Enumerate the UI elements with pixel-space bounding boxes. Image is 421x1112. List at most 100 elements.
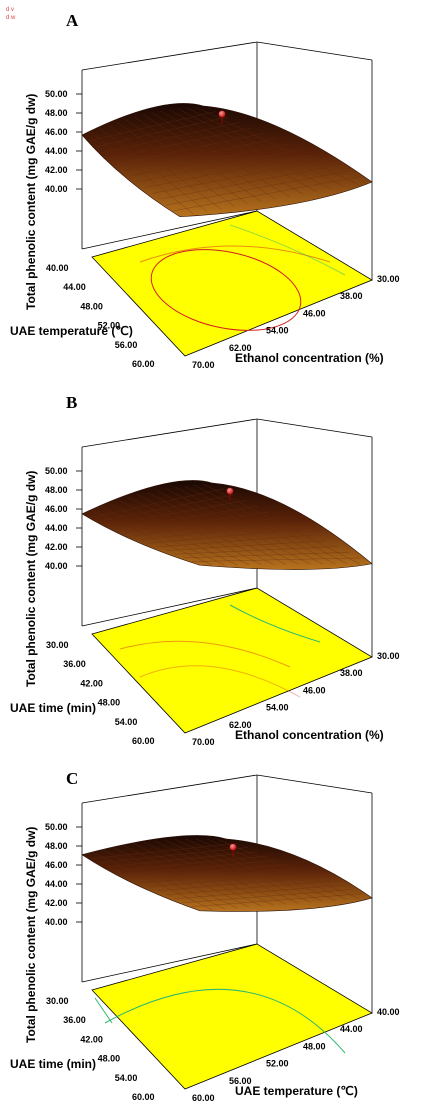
mesh-line: [172, 176, 361, 212]
x2-tick-label: 60.00: [192, 1093, 215, 1103]
z-axis-title: Total phenolic content (mg GAE/g dw): [24, 471, 38, 687]
mesh-line: [184, 485, 336, 565]
contour-line: [229, 224, 346, 276]
mesh-line: [132, 517, 281, 537]
mesh-line: [151, 112, 290, 198]
mesh-line: [151, 160, 324, 194]
mesh-line: [183, 552, 350, 559]
x2-tick-label: 70.00: [192, 737, 215, 747]
right-top-edge: [256, 418, 373, 438]
mesh-line: [175, 839, 311, 903]
mesh-line: [98, 494, 236, 522]
mesh-line: [158, 165, 336, 200]
back-bottom-edge: [81, 943, 258, 983]
x2-tick-label: 54.00: [266, 703, 289, 713]
mesh-line: [165, 170, 349, 206]
z-tick-label: 42.00: [45, 165, 68, 175]
mesh-line: [123, 845, 250, 908]
mesh-line: [216, 838, 360, 899]
response-surface: [81, 480, 373, 570]
mesh-line: [115, 855, 269, 871]
x1-tick-label: 48.00: [98, 1054, 121, 1064]
contour-line: [150, 249, 302, 331]
x1-tick-label: 54.00: [115, 717, 138, 727]
panel-a: A 50.00 48.00 46.00 44.00 42.00 40.00 Total phe…: [10, 11, 400, 370]
mesh-line: [142, 114, 277, 200]
x2-tick-label: 38.00: [340, 668, 363, 678]
back-bottom-edge: [81, 210, 258, 250]
mesh-line: [107, 124, 222, 210]
x2-tick-label: 44.00: [340, 1024, 363, 1034]
z-axis-title: Total phenolic content (mg GAE/g dw): [24, 827, 38, 1043]
z-tick-label: 44.00: [45, 146, 68, 156]
mesh-line: [185, 838, 323, 902]
mesh-line: [164, 839, 299, 904]
x2-tick-label: 52.00: [266, 1059, 289, 1069]
mesh-line: [183, 889, 352, 903]
x2-tick-label: 46.00: [303, 685, 326, 695]
mesh-line: [195, 838, 336, 901]
mesh-line: [116, 133, 264, 165]
max-point-marker: [229, 843, 237, 851]
mesh-line: [160, 110, 304, 195]
mesh-line: [186, 107, 345, 188]
x2-tick-label: 30.00: [377, 274, 400, 284]
z-tick-label: 46.00: [45, 127, 68, 137]
legend-line-2: d w: [6, 15, 16, 21]
panel-letter-a: A: [66, 11, 79, 30]
x1-tick-label: 52.00: [98, 321, 121, 331]
mesh-line: [91, 510, 213, 566]
mesh-line: [137, 494, 274, 565]
x1-tick-label: 42.00: [80, 1034, 103, 1044]
contour-line: [119, 640, 291, 668]
x1-tick-label: 36.00: [63, 1015, 86, 1025]
z-tick-label: 50.00: [45, 89, 68, 99]
mesh-line: [140, 523, 293, 540]
floor-plane: [91, 210, 373, 357]
x2-tick-label: 56.00: [229, 1076, 252, 1086]
mesh-line: [165, 488, 311, 565]
mesh-line: [175, 487, 323, 565]
x1-axis-title: UAE temperature (℃): [10, 324, 133, 338]
mesh-line: [191, 557, 361, 562]
x1-tick-label: 42.00: [80, 678, 103, 688]
floor-plane: [91, 587, 373, 734]
mesh-line: [156, 490, 299, 565]
x1-tick-label: 30.00: [46, 640, 69, 650]
mesh-line: [124, 859, 279, 875]
mesh-line: [100, 506, 225, 566]
x1-tick-label: 44.00: [63, 282, 86, 292]
mesh-line: [174, 546, 338, 555]
mesh-line: [125, 119, 249, 205]
x1-tick-label: 54.00: [115, 1073, 138, 1083]
x2-tick-label: 38.00: [340, 291, 363, 301]
x1-tick-label: 48.00: [80, 301, 103, 311]
panel-c: C 50.00 48.00 46.00 44.00 42.00 40.00 Total phe…: [10, 769, 400, 1103]
mesh-line: [92, 852, 213, 911]
contour-line: [139, 665, 301, 698]
contour-line: [229, 604, 321, 643]
z-tick-label: 40.00: [45, 184, 68, 194]
mesh-line: [123, 138, 276, 171]
x2-tick-label: 40.00: [377, 1007, 400, 1017]
right-top-edge: [256, 774, 373, 794]
x1-tick-label: 48.00: [98, 698, 121, 708]
z-tick-label: 40.00: [45, 561, 68, 571]
z-tick-label: 48.00: [45, 841, 68, 851]
response-surface: [81, 835, 373, 912]
mesh-line: [90, 843, 238, 859]
mesh-line: [203, 483, 360, 565]
mesh-line: [157, 876, 321, 891]
mesh-line: [115, 505, 259, 529]
x2-tick-label: 54.00: [266, 326, 289, 336]
back-top-edge: [81, 41, 258, 71]
z-tick-label: 44.00: [45, 523, 68, 533]
z-tick-label: 40.00: [45, 917, 68, 927]
mesh-line: [109, 503, 237, 566]
panel-b: B 50.00 48.00 46.00 44.00 42.00 40.00 Total phe…: [10, 393, 400, 747]
mesh-line: [166, 880, 331, 895]
contour-line: [104, 988, 346, 1054]
mesh-line: [132, 864, 290, 879]
z-tick-label: 42.00: [45, 898, 68, 908]
